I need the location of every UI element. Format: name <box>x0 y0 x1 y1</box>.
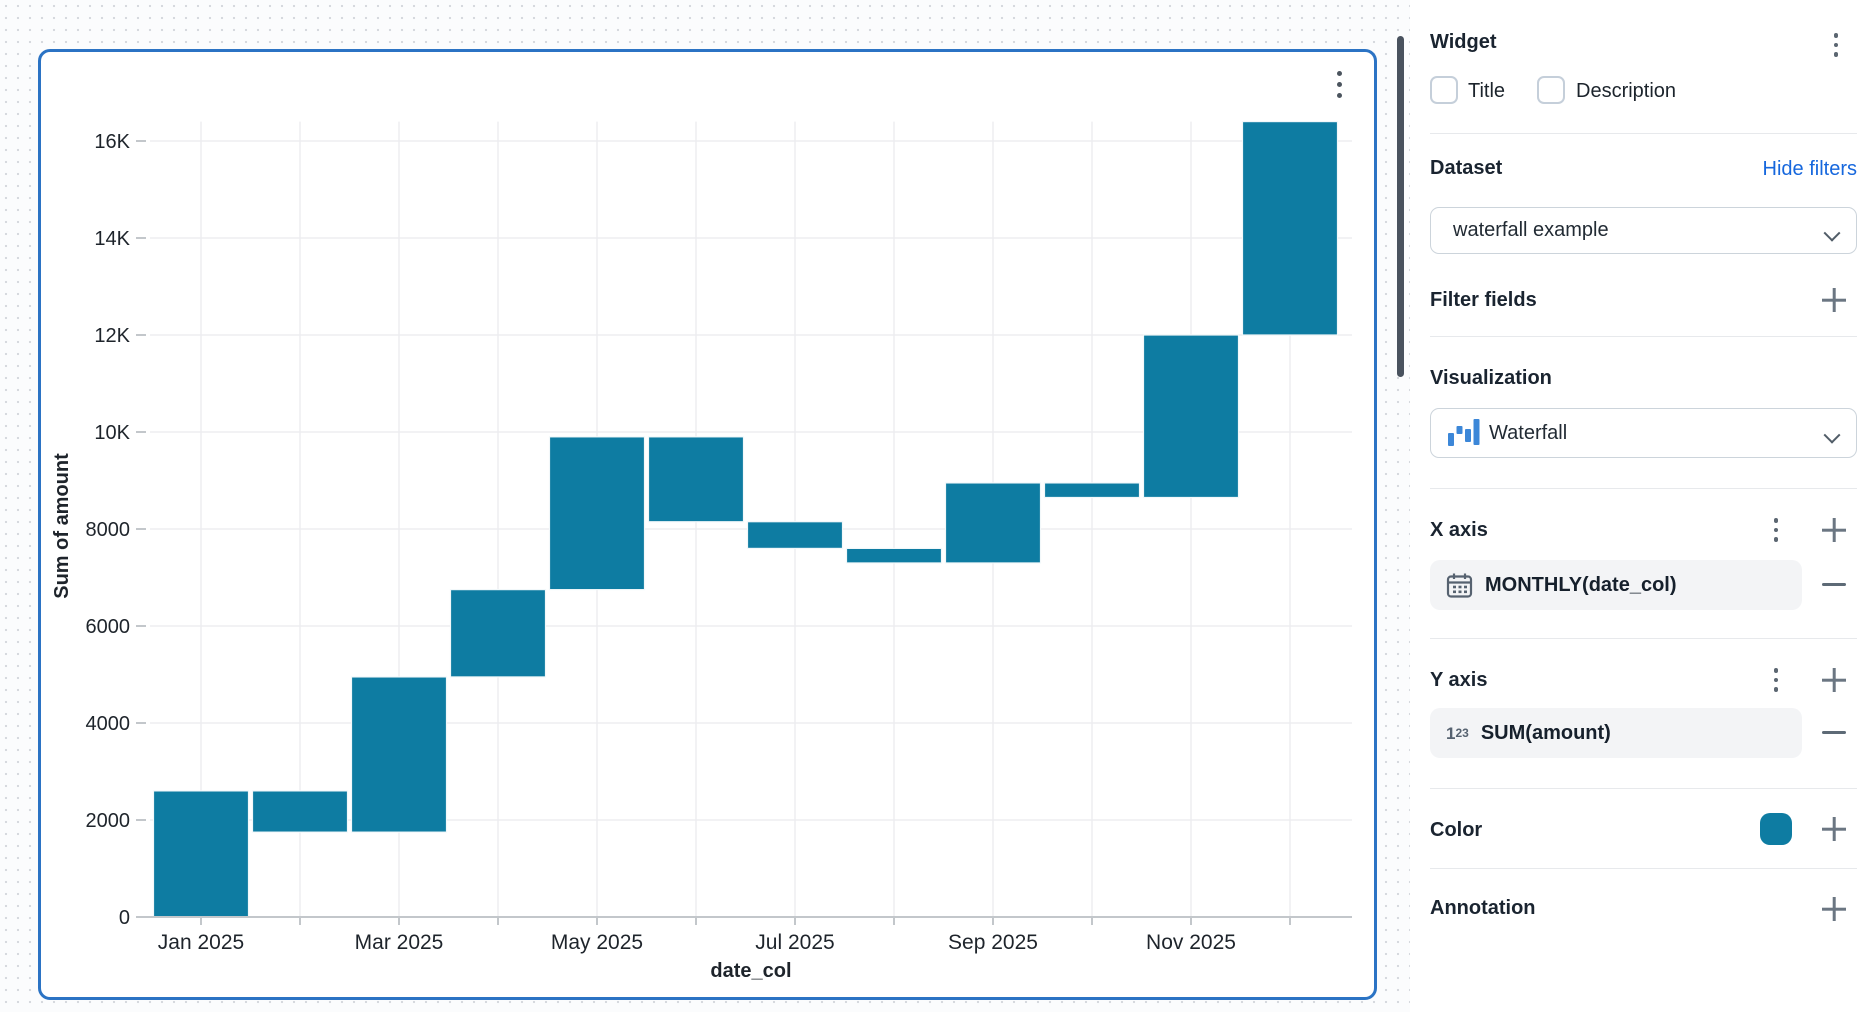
visualization-section-title: Visualization <box>1430 367 1552 389</box>
chart-widget-card[interactable]: 0 2000 4000 6000 8000 10K 12K 14K 16K Jan 2025 Mar… <box>38 49 1377 1000</box>
remove-y-axis-field-button[interactable] <box>1822 731 1846 735</box>
x-axis-field-chip[interactable]: MONTHLY(date_col) <box>1430 560 1802 610</box>
divider <box>1430 638 1857 639</box>
waterfall-chart-icon <box>1447 418 1481 448</box>
annotation-section-title: Annotation <box>1430 897 1536 919</box>
waterfall-bar[interactable] <box>251 790 349 833</box>
waterfall-bar[interactable] <box>845 547 943 564</box>
dataset-select-value: waterfall example <box>1453 219 1609 241</box>
waterfall-bar[interactable] <box>1142 334 1240 499</box>
waterfall-bar[interactable] <box>1241 120 1339 336</box>
y-tick-label: 10K <box>94 422 130 444</box>
divider <box>1430 133 1857 134</box>
hide-filters-link[interactable]: Hide filters <box>1762 158 1857 180</box>
chevron-down-icon <box>1826 225 1840 239</box>
y-tick-label: 6000 <box>86 616 131 638</box>
divider <box>1430 336 1857 337</box>
kebab-menu-icon[interactable] <box>1827 28 1845 62</box>
visualization-select-value: Waterfall <box>1489 421 1568 444</box>
divider <box>1430 488 1857 489</box>
dataset-select[interactable]: waterfall example <box>1430 207 1857 254</box>
x-axis-section-title: X axis <box>1430 519 1488 541</box>
x-axis-title: date_col <box>710 960 791 982</box>
x-tick-label: Jan 2025 <box>158 931 244 954</box>
y-axis-title: Sum of amount <box>51 453 73 599</box>
divider <box>1430 868 1857 869</box>
kebab-menu-icon[interactable] <box>1331 64 1347 104</box>
visualization-select[interactable]: Waterfall <box>1430 408 1857 458</box>
waterfall-bar[interactable] <box>944 482 1042 564</box>
chevron-down-icon <box>1826 427 1840 441</box>
y-tick-label: 0 <box>119 907 130 929</box>
y-axis-field-label: SUM(amount) <box>1480 721 1611 744</box>
waterfall-bar[interactable] <box>1043 482 1141 499</box>
color-section-title: Color <box>1430 819 1483 841</box>
title-checkbox[interactable] <box>1430 76 1458 104</box>
waterfall-chart[interactable]: 0 2000 4000 6000 8000 10K 12K 14K 16K Jan 2025 Mar… <box>41 52 1374 997</box>
calendar-icon <box>1446 572 1473 599</box>
kebab-menu-icon[interactable] <box>1767 513 1785 547</box>
add-color-rule-button[interactable] <box>1821 816 1847 842</box>
y-tick-label: 14K <box>94 228 130 250</box>
waterfall-bar[interactable] <box>746 521 844 550</box>
y-axis-section-title: Y axis <box>1430 669 1488 691</box>
x-tick-label: Mar 2025 <box>355 931 444 954</box>
divider <box>1430 788 1857 789</box>
filter-fields-section-title: Filter fields <box>1430 289 1537 311</box>
x-tick-label: May 2025 <box>551 931 643 954</box>
y-tick-label: 8000 <box>86 519 131 541</box>
add-filter-field-button[interactable] <box>1821 287 1847 313</box>
add-x-axis-field-button[interactable] <box>1821 517 1847 543</box>
description-checkbox-label: Description <box>1576 80 1677 102</box>
waterfall-bar[interactable] <box>548 436 646 591</box>
x-tick-label: Nov 2025 <box>1146 931 1236 954</box>
add-annotation-button[interactable] <box>1821 896 1847 922</box>
remove-x-axis-field-button[interactable] <box>1822 583 1846 587</box>
waterfall-bar[interactable] <box>350 676 448 833</box>
y-tick-label: 12K <box>94 325 130 347</box>
widget-section-title: Widget <box>1430 31 1497 53</box>
x-tick-label: Jul 2025 <box>755 931 834 954</box>
x-axis-field-label: MONTHLY(date_col) <box>1485 573 1677 596</box>
x-tick-label: Sep 2025 <box>948 931 1038 954</box>
y-tick-label: 16K <box>94 131 130 153</box>
waterfall-bar[interactable] <box>449 589 547 678</box>
widget-config-sidebar: Widget Title Description Dataset Hide fi… <box>1410 0 1864 1012</box>
kebab-menu-icon[interactable] <box>1767 663 1785 697</box>
y-tick-label: 4000 <box>86 713 131 735</box>
y-tick-label: 2000 <box>86 810 131 832</box>
title-checkbox-label: Title <box>1468 80 1506 102</box>
color-swatch[interactable] <box>1760 813 1792 845</box>
vertical-scrollbar[interactable] <box>1397 36 1404 377</box>
dataset-section-title: Dataset <box>1430 157 1503 179</box>
add-y-axis-field-button[interactable] <box>1821 667 1847 693</box>
waterfall-bar[interactable] <box>152 790 250 918</box>
waterfall-bar[interactable] <box>647 436 745 523</box>
dashboard-canvas: 0 2000 4000 6000 8000 10K 12K 14K 16K Jan 2025 Mar… <box>0 0 1410 1012</box>
description-checkbox[interactable] <box>1537 76 1565 104</box>
